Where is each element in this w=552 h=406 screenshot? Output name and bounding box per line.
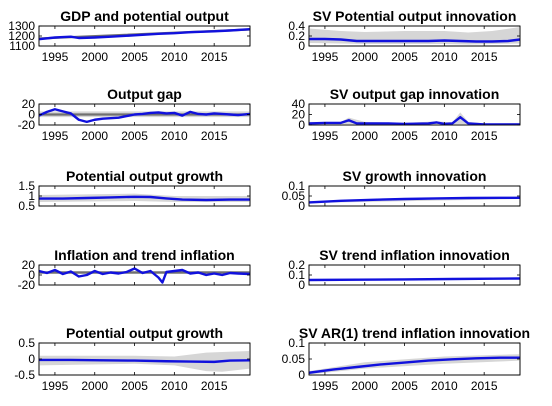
series-line <box>39 108 250 124</box>
x-tick-label: 2005 <box>391 50 418 64</box>
chart-title: SV growth innovation <box>343 168 487 184</box>
x-tick-label: 2000 <box>351 50 378 64</box>
y-tick-label: 1 <box>28 189 35 203</box>
chart-title: SV AR(1) trend inflation innovation <box>299 325 530 341</box>
x-tick-label: 2000 <box>81 129 108 143</box>
x-tick-label: 2000 <box>81 379 108 393</box>
chart-title: GDP and potential output <box>60 8 229 24</box>
x-tick-label: 2005 <box>391 129 418 143</box>
y-tick-label: 0.05 <box>282 352 306 366</box>
panel-10: SV AR(1) trend inflation innovation 0 0.05… <box>282 325 530 393</box>
y-tick-label: 0 <box>298 368 305 382</box>
y-tick-label: 20 <box>22 97 36 111</box>
y-tick-label: 0.5 <box>18 199 35 213</box>
x-tick-label: 2005 <box>121 50 148 64</box>
y-tick-label: 1.5 <box>18 179 35 193</box>
x-tick-label: 2010 <box>161 50 188 64</box>
x-tick-label: 1995 <box>42 129 69 143</box>
y-tick-label: 1200 <box>8 29 35 43</box>
x-tick-label: 2000 <box>81 50 108 64</box>
panel-6: SV growth innovation 00.050.1 <box>282 168 521 213</box>
x-tick-label: 2015 <box>201 129 228 143</box>
x-tick-label: 1995 <box>312 50 339 64</box>
y-tick-label: 20 <box>22 258 36 272</box>
x-tick-label: 2010 <box>431 50 458 64</box>
series-line <box>309 37 520 43</box>
x-tick-label: 2010 <box>431 379 458 393</box>
chart-title: Inflation and trend inflation <box>54 247 234 263</box>
x-tick-label: 2000 <box>351 379 378 393</box>
x-tick-label: 2015 <box>471 379 498 393</box>
x-tick-label: 1995 <box>42 50 69 64</box>
panel-5: Potential output growth 0.511.5 <box>18 168 251 213</box>
chart-title: Potential output growth <box>66 168 223 184</box>
chart-title: Output gap <box>107 86 182 102</box>
x-tick-label: 2005 <box>121 379 148 393</box>
panel-2: SV Potential output innovation 00.20.4 199… <box>288 8 521 64</box>
series-line <box>309 196 520 204</box>
series-line <box>309 356 520 374</box>
chart-title: SV trend inflation innovation <box>319 247 510 263</box>
y-tick-label: 0.4 <box>288 19 305 33</box>
x-tick-label: 2015 <box>201 50 228 64</box>
y-tick-label: 0.2 <box>288 29 305 43</box>
y-tick-label: 0.1 <box>288 336 305 350</box>
y-tick-label: -20 <box>18 118 36 132</box>
series-line <box>39 267 250 284</box>
y-tick-label: 0 <box>28 352 35 366</box>
y-tick-label: 0 <box>298 118 305 132</box>
x-tick-label: 2015 <box>471 129 498 143</box>
y-tick-label: 20 <box>292 108 306 122</box>
y-tick-label: 1300 <box>8 19 35 33</box>
x-tick-label: 2010 <box>431 129 458 143</box>
y-tick-label: 0.05 <box>282 189 306 203</box>
chart-title: Potential output growth <box>66 325 223 341</box>
x-tick-label: 2000 <box>351 129 378 143</box>
x-tick-label: 2010 <box>161 379 188 393</box>
series-line <box>39 28 250 41</box>
y-tick-label: 0 <box>298 39 305 53</box>
plot-area <box>308 264 521 286</box>
y-tick-label: 0.2 <box>288 258 305 272</box>
y-tick-label: 0.5 <box>18 336 35 350</box>
y-tick-label: 0 <box>298 199 305 213</box>
panel-9: Potential output growth -0.5 0 0.5 1995 2000 2… <box>14 325 251 393</box>
x-tick-label: 2015 <box>471 50 498 64</box>
series-line <box>39 195 250 202</box>
x-tick-label: 2010 <box>161 129 188 143</box>
series-line <box>309 277 520 282</box>
y-tick-label: 0.1 <box>288 179 305 193</box>
series-line <box>309 115 520 125</box>
y-tick-label: 0.1 <box>288 268 305 282</box>
chart-title: SV Potential output innovation <box>313 8 517 24</box>
y-tick-label: 40 <box>292 97 306 111</box>
y-tick-label: 1100 <box>9 39 35 53</box>
x-tick-label: 2005 <box>391 379 418 393</box>
chart-title: SV output gap innovation <box>330 86 500 102</box>
series-line <box>39 358 250 364</box>
x-tick-label: 2005 <box>121 129 148 143</box>
x-tick-label: 1995 <box>312 129 339 143</box>
plot-area <box>308 185 521 207</box>
x-tick-label: 1995 <box>312 379 339 393</box>
y-tick-label: -20 <box>18 278 36 292</box>
x-tick-label: 1995 <box>42 379 69 393</box>
y-tick-label: 0 <box>28 268 35 282</box>
panel-8: SV trend inflation innovation 00.10.2 <box>288 247 521 292</box>
y-tick-label: -0.5 <box>14 368 35 382</box>
x-tick-label: 2015 <box>201 379 228 393</box>
y-tick-label: 0 <box>28 108 35 122</box>
y-tick-label: 0 <box>298 278 305 292</box>
